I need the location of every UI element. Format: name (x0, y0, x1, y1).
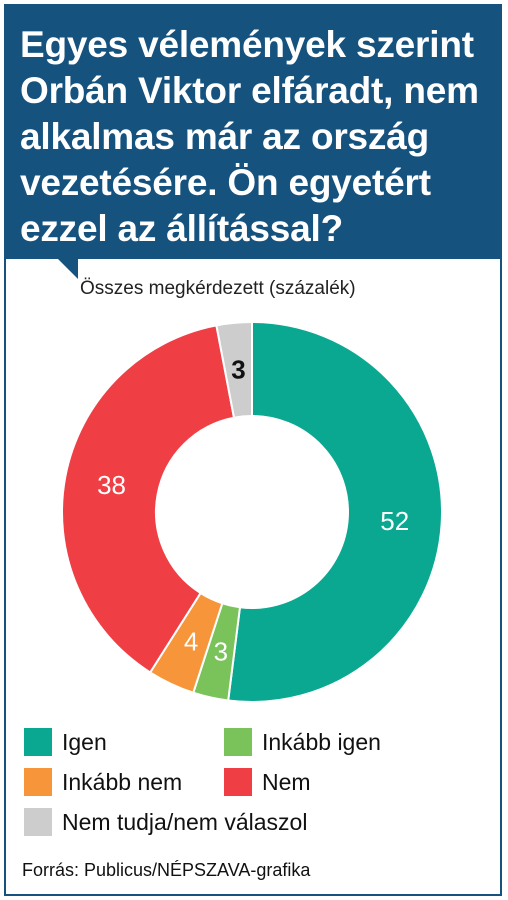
legend-item-inkabb-nem: Inkább nem (24, 768, 182, 796)
data-label: 3 (214, 637, 228, 667)
title-line: Orbán Viktor elfáradt, nem (20, 70, 479, 111)
title-line: ezzel az állítással? (20, 208, 344, 249)
slice-igen (227, 320, 443, 703)
legend-label: Nem (262, 768, 311, 795)
legend-item-inkabb-igen: Inkább igen (224, 728, 381, 756)
legend-swatch (224, 768, 252, 796)
data-label: 3 (231, 355, 245, 385)
chart-subtitle: Összes megkérdezett (százalék) (80, 278, 356, 299)
legend-label: Nem tudja/nem válaszol (62, 808, 308, 835)
legend-label: Inkább nem (62, 768, 183, 795)
data-label: 52 (380, 506, 409, 536)
title-line: alkalmas már az ország (20, 116, 429, 157)
legend-label: Igen (62, 728, 107, 755)
chart-header: Egyes vélemények szerint Orbán Viktor el… (4, 4, 502, 259)
chart-title: Egyes vélemények szerint Orbán Viktor el… (20, 22, 486, 252)
title-line: vezetésére. Ön egyetért (20, 162, 431, 203)
legend-item-nem: Nem (224, 768, 311, 796)
legend-swatch (24, 808, 52, 836)
legend-swatch (224, 728, 252, 756)
source-note: Forrás: Publicus/NÉPSZAVA-grafika (22, 860, 311, 880)
legend-swatch (24, 768, 52, 796)
legend-label: Inkább igen (262, 728, 381, 755)
slice-nem (61, 324, 236, 674)
legend-item-igen: Igen (24, 728, 107, 756)
slice-nem-tudja (215, 320, 253, 419)
title-line: Egyes vélemények szerint (20, 24, 474, 65)
data-label: 38 (97, 470, 126, 500)
legend-swatch (24, 728, 52, 756)
legend-item-nem-tudja: Nem tudja/nem válaszol (24, 808, 307, 836)
header-pointer (58, 259, 78, 279)
data-label: 4 (184, 626, 198, 656)
